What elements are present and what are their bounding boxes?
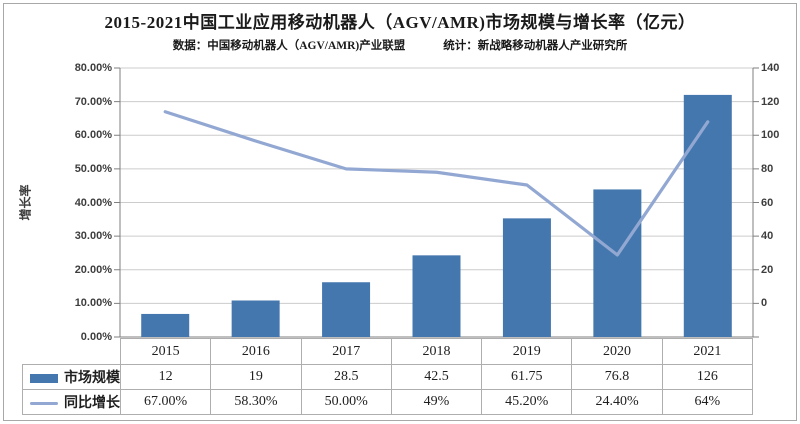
year-cell: 2018 bbox=[390, 338, 483, 365]
legend-label: 同比增长率 bbox=[64, 396, 120, 411]
bar-2021 bbox=[683, 94, 732, 338]
subtitle-statistics-source: 统计：新战略移动机器人产业研究所 bbox=[443, 40, 628, 52]
table-corner-spacer bbox=[23, 339, 121, 365]
value-cell: 64% bbox=[661, 389, 754, 415]
bar-2018 bbox=[412, 255, 461, 337]
value-cell: 61.75 bbox=[481, 364, 573, 390]
data-table: 2015 2016 2017 2018 2019 2020 2021 市场规模 12 19 28.5… bbox=[22, 338, 754, 415]
right-axis-tick-label: 20 bbox=[761, 263, 774, 276]
left-axis-tick-label: 70.00% bbox=[74, 95, 112, 108]
left-axis-tick-label: 60.00% bbox=[74, 129, 112, 142]
value-cell: 58.30% bbox=[210, 389, 302, 415]
line-legend-swatch bbox=[30, 402, 58, 406]
left-axis-title: 增长率 bbox=[18, 184, 33, 221]
right-axis-tick-label: 140 bbox=[761, 62, 780, 74]
value-cell: 76.8 bbox=[571, 364, 663, 390]
bar-2019 bbox=[502, 218, 551, 337]
left-axis-tick-label: 0.00% bbox=[80, 331, 112, 343]
left-axis-tick-label: 10.00% bbox=[74, 297, 112, 310]
year-cell: 2019 bbox=[481, 338, 573, 365]
value-cell: 24.40% bbox=[571, 389, 663, 415]
chart-subtitle: 数据：中国移动机器人（AGV/AMR)产业联盟 统计：新战略移动机器人产业研究所 bbox=[0, 37, 800, 53]
legend-cell-market-size: 市场规模 bbox=[22, 364, 121, 390]
left-axis-tick-label: 20.00% bbox=[74, 263, 112, 276]
left-axis-tick-label: 30.00% bbox=[74, 230, 112, 243]
value-cell: 126 bbox=[661, 364, 754, 390]
year-cell: 2017 bbox=[300, 338, 392, 365]
bar-2015 bbox=[141, 313, 190, 337]
value-cell: 42.5 bbox=[390, 364, 483, 390]
right-axis-tick-label: 80 bbox=[761, 162, 774, 175]
legend-cell-growth-rate: 同比增长率 bbox=[22, 389, 121, 415]
legend-label: 市场规模 bbox=[64, 371, 120, 386]
value-cell: 50.00% bbox=[300, 389, 392, 415]
value-cell: 49% bbox=[390, 389, 483, 415]
year-cell: 2016 bbox=[210, 338, 302, 365]
bar-2020 bbox=[593, 189, 642, 337]
bar-2016 bbox=[231, 300, 280, 337]
year-cell: 2020 bbox=[571, 338, 663, 365]
value-cell: 45.20% bbox=[481, 389, 573, 415]
value-cell: 19 bbox=[210, 364, 302, 390]
chart-title: 2015-2021中国工业应用移动机器人（AGV/AMR)市场规模与增长率（亿元… bbox=[104, 13, 696, 32]
right-axis-tick-label: 120 bbox=[761, 95, 780, 108]
right-axis-tick-label: 100 bbox=[761, 129, 780, 142]
bar-2017 bbox=[322, 282, 371, 337]
value-cell: 12 bbox=[119, 364, 212, 390]
subtitle-data-source: 数据：中国移动机器人（AGV/AMR)产业联盟 bbox=[172, 40, 406, 52]
growth-rate-line bbox=[163, 110, 710, 257]
right-axis-tick-label: 60 bbox=[761, 196, 774, 209]
right-axis-tick-label: 40 bbox=[761, 230, 774, 243]
right-axis-tick-label: 0 bbox=[761, 297, 768, 310]
left-axis-tick-label: 40.00% bbox=[74, 196, 112, 209]
bar-legend-swatch bbox=[30, 374, 58, 384]
year-cell: 2015 bbox=[119, 338, 212, 365]
left-axis-tick-label: 80.00% bbox=[74, 62, 112, 74]
value-cell: 28.5 bbox=[300, 364, 392, 390]
left-axis-tick-label: 50.00% bbox=[74, 162, 112, 175]
value-cell: 67.00% bbox=[119, 389, 212, 415]
year-cell: 2021 bbox=[661, 338, 754, 365]
